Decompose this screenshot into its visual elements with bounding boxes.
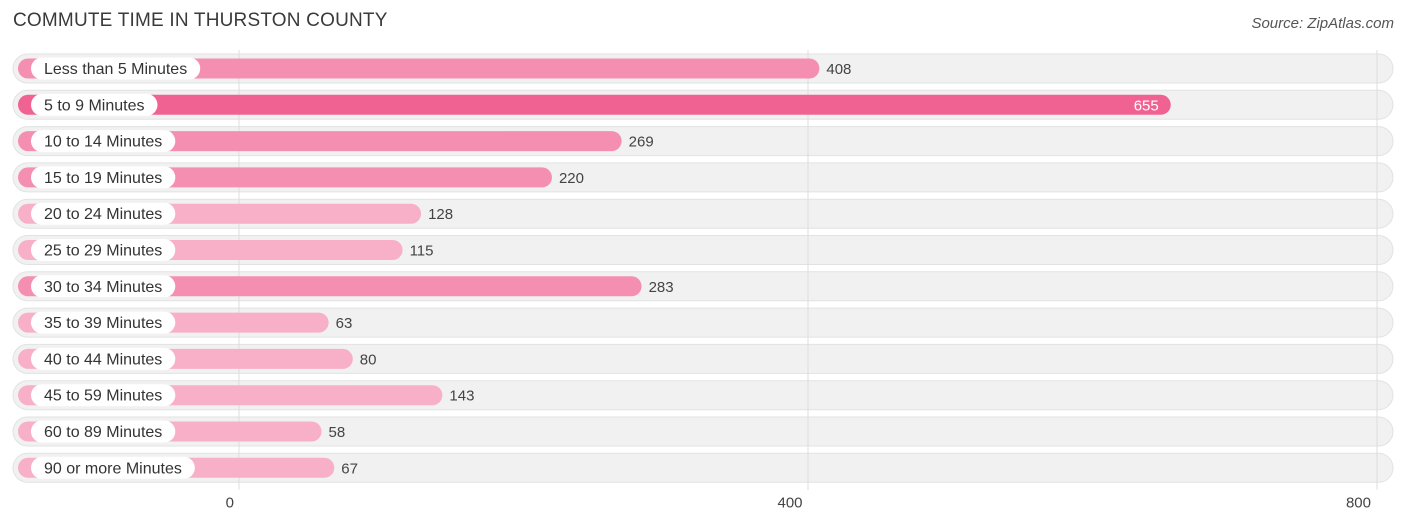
chart-title: COMMUTE TIME IN THURSTON COUNTY	[13, 10, 388, 31]
category-label: Less than 5 Minutes	[44, 61, 187, 78]
chart-source: Source: ZipAtlas.com	[1251, 15, 1394, 32]
category-label-pill	[31, 57, 201, 80]
category-label-pill	[31, 93, 158, 116]
category-label-pill	[31, 311, 176, 334]
category-label: 60 to 89 Minutes	[44, 424, 162, 441]
category-label-pill	[31, 239, 176, 261]
x-tick-label: 400	[777, 495, 802, 512]
data-label: 128	[428, 206, 453, 223]
category-label-pill	[31, 347, 176, 370]
row-track	[12, 343, 1394, 374]
data-label: 67	[341, 460, 358, 477]
bar	[18, 58, 820, 79]
category-label: 90 or more Minutes	[44, 460, 182, 477]
category-label: 10 to 14 Minutes	[44, 134, 162, 151]
data-label: 269	[629, 134, 654, 151]
data-label: 63	[336, 315, 353, 332]
category-label-pill	[31, 456, 195, 479]
x-tick-label: 0	[226, 495, 234, 512]
data-label: 143	[449, 388, 474, 405]
category-label-pill	[31, 420, 176, 443]
category-label-pill	[31, 166, 176, 189]
row-track	[12, 416, 1394, 447]
category-label: 20 to 24 Minutes	[44, 206, 162, 223]
category-label: 25 to 29 Minutes	[44, 243, 162, 260]
category-label-pill	[31, 384, 176, 407]
row-track	[12, 452, 1394, 483]
category-label: 5 to 9 Minutes	[44, 97, 145, 114]
data-label: 220	[559, 170, 584, 187]
category-label: 40 to 44 Minutes	[44, 351, 162, 368]
data-label: 408	[826, 61, 851, 78]
bar	[18, 94, 1171, 115]
data-label: 115	[410, 243, 434, 260]
category-label: 45 to 59 Minutes	[44, 388, 162, 405]
x-tick-label: 800	[1346, 495, 1371, 512]
row-track	[12, 307, 1394, 338]
data-label: 283	[649, 279, 674, 296]
data-label: 655	[1134, 97, 1159, 114]
category-label-pill	[31, 130, 176, 153]
category-label-pill	[31, 202, 176, 225]
data-label: 58	[329, 424, 346, 441]
category-label: 35 to 39 Minutes	[44, 315, 162, 332]
data-label: 80	[360, 351, 377, 368]
category-label: 30 to 34 Minutes	[44, 279, 162, 296]
category-label-pill	[31, 275, 176, 298]
category-label: 15 to 19 Minutes	[44, 170, 162, 187]
